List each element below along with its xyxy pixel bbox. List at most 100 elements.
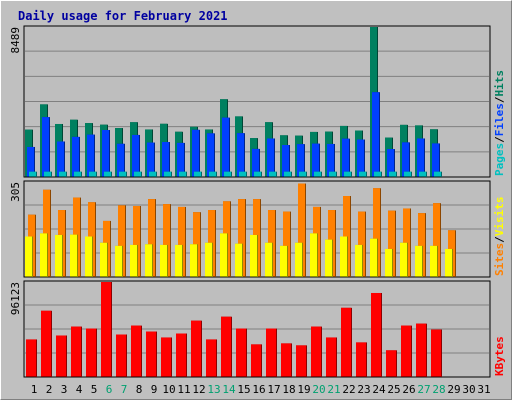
bar-kbytes-day-20 (311, 326, 322, 377)
bar-files-day-23 (357, 139, 365, 177)
x-tick-label-day-1: 1 (31, 383, 38, 396)
bar-files-day-28 (432, 143, 440, 177)
bar-body (433, 203, 440, 276)
bar-kbytes-day-12 (191, 320, 202, 377)
bar-sites-day-9 (148, 199, 156, 277)
bar-pages-day-10 (164, 171, 172, 177)
bar-visits-day-25 (385, 248, 393, 277)
bar-sites-day-18 (283, 211, 291, 277)
x-tick-label-day-10: 10 (162, 383, 175, 396)
panel-sites-right-label: Sites/Visits (493, 197, 506, 277)
bar-body (131, 325, 141, 376)
bar-body (342, 138, 349, 176)
bar-body (147, 142, 154, 176)
bar-body (40, 233, 47, 276)
bar-pages-day-25 (389, 171, 397, 177)
bar-pages-day-15 (239, 171, 247, 177)
bar-body (434, 171, 441, 176)
bar-kbytes-day-13 (206, 339, 217, 377)
bar-body (146, 331, 156, 376)
bar-body (178, 206, 185, 276)
bar-files-day-14 (222, 117, 230, 177)
bar-kbytes-day-4 (71, 326, 82, 377)
right-label-part: / (493, 236, 506, 243)
bar-body (100, 242, 107, 276)
bar-visits-day-14 (220, 233, 228, 277)
bar-body (179, 171, 186, 176)
bar-body (85, 236, 92, 276)
bar-kbytes-day-11 (176, 333, 187, 377)
bar-body (445, 248, 452, 276)
bar-body (192, 129, 199, 176)
bar-body (72, 136, 79, 176)
bar-body (87, 134, 94, 176)
bar-sites-day-28 (433, 203, 441, 277)
x-tick-label-day-4: 4 (76, 383, 83, 396)
bar-body (239, 171, 246, 176)
bar-visits-day-21 (325, 239, 333, 277)
bar-visits-day-17 (265, 242, 273, 277)
bar-pages-day-18 (284, 171, 292, 177)
bar-visits-day-7 (115, 245, 123, 277)
right-label-part: Files (493, 103, 506, 136)
bar-files-day-3 (57, 141, 65, 177)
bar-kbytes-day-27 (416, 323, 427, 377)
bar-body (235, 243, 242, 276)
bar-visits-day-22 (340, 236, 348, 277)
bar-files-day-10 (162, 142, 170, 177)
bar-body (374, 171, 381, 176)
bar-body (89, 171, 96, 176)
bar-body (417, 138, 424, 176)
bar-body (372, 92, 379, 176)
bar-visits-day-29 (445, 248, 453, 277)
bar-body (104, 171, 111, 176)
bar-body (297, 144, 304, 176)
bar-sites-day-25 (388, 210, 396, 277)
bar-sites-day-23 (358, 211, 366, 277)
bar-body (193, 212, 200, 276)
bar-visits-day-20 (310, 233, 318, 277)
x-tick-label-day-20: 20 (312, 383, 325, 396)
bar-kbytes-day-6 (101, 282, 112, 377)
bar-visits-day-4 (70, 234, 78, 277)
bar-body (207, 133, 214, 176)
bar-sites-day-15 (238, 199, 246, 277)
bar-files-day-4 (72, 136, 80, 177)
bar-body (281, 343, 291, 376)
bar-body (162, 142, 169, 176)
bar-kbytes-day-10 (161, 337, 172, 377)
bar-body (42, 117, 49, 176)
bar-body (161, 337, 171, 376)
bar-body (370, 238, 377, 276)
x-tick-label-day-5: 5 (91, 383, 98, 396)
bar-body (134, 171, 141, 176)
bar-body (70, 234, 77, 276)
right-label-part: KBytes (493, 336, 506, 376)
bar-visits-day-2 (40, 233, 48, 277)
bar-body (418, 213, 425, 276)
bar-body (432, 143, 439, 176)
bar-body (176, 333, 186, 376)
x-tick-label-day-12: 12 (192, 383, 205, 396)
bar-body (404, 171, 411, 176)
bar-sites-day-7 (118, 205, 126, 277)
bar-body (118, 205, 125, 276)
bar-body (296, 345, 306, 376)
bar-kbytes-day-3 (56, 335, 67, 377)
bar-pages-day-26 (404, 171, 412, 177)
bar-body (269, 171, 276, 176)
bar-body (206, 339, 216, 376)
bar-body (341, 307, 351, 376)
bar-visits-day-15 (235, 243, 243, 277)
bar-kbytes-day-15 (236, 328, 247, 377)
bar-pages-day-27 (419, 171, 427, 177)
bar-body (265, 242, 272, 276)
bar-body (343, 196, 350, 276)
bar-visits-day-26 (400, 242, 408, 277)
bar-files-day-21 (327, 143, 335, 177)
bar-body (59, 171, 66, 176)
bar-body (117, 143, 124, 176)
bar-visits-day-9 (145, 244, 153, 277)
bar-body (164, 171, 171, 176)
bar-pages-day-5 (89, 171, 97, 177)
